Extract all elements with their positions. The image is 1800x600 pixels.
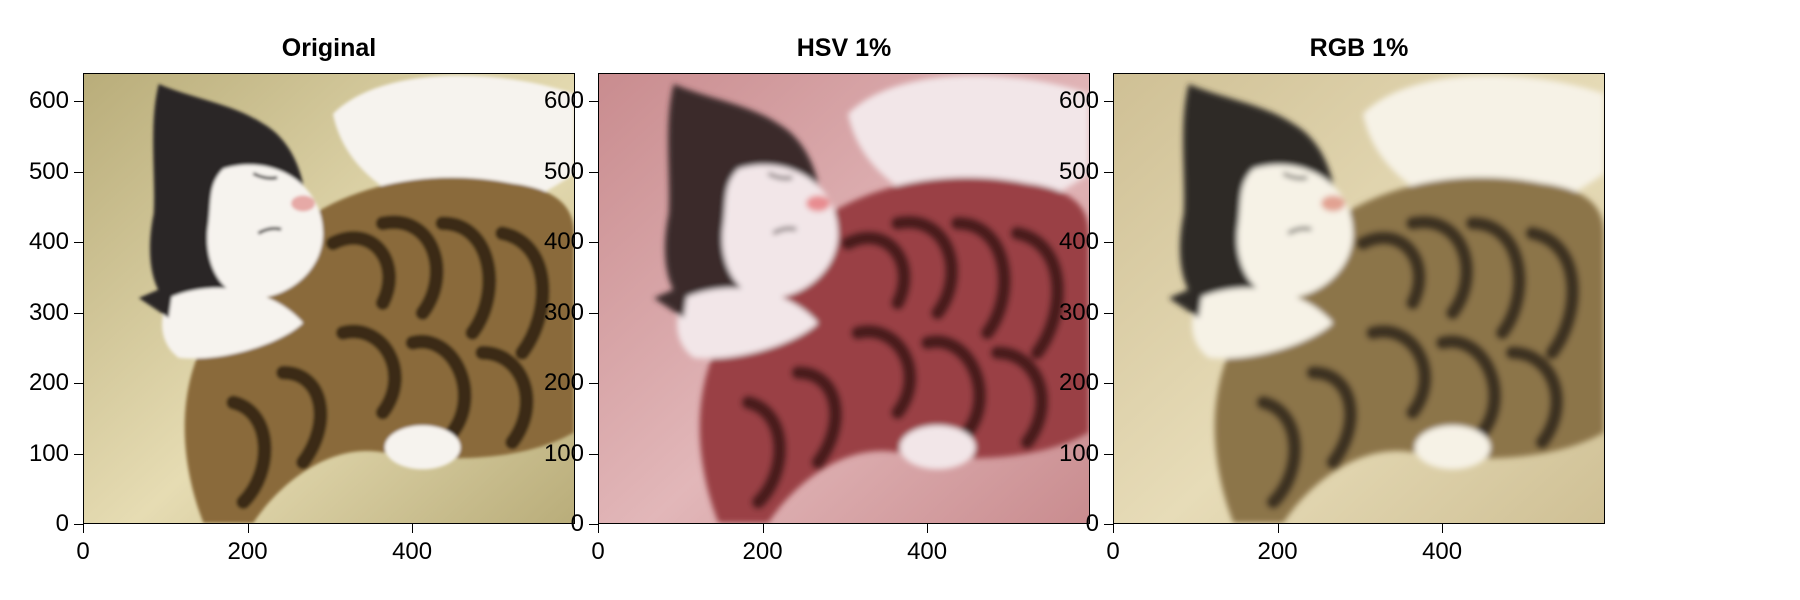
kitten-image	[599, 74, 1089, 523]
kitten-image	[1114, 74, 1604, 523]
image-plot	[1113, 73, 1605, 524]
y-tick-label: 200	[1049, 369, 1099, 397]
x-tick-label: 400	[907, 538, 947, 566]
panel-title: HSV 1%	[797, 34, 891, 63]
x-tick-label: 200	[743, 538, 783, 566]
y-tick	[1104, 242, 1113, 243]
y-tick	[1104, 524, 1113, 525]
panel-title: RGB 1%	[1310, 34, 1409, 63]
y-tick	[1104, 172, 1113, 173]
y-tick	[1104, 101, 1113, 102]
panel-3	[0, 0, 600, 600]
x-tick-label: 200	[1258, 538, 1298, 566]
y-tick	[1104, 383, 1113, 384]
y-tick-label: 0	[1049, 510, 1099, 538]
x-tick	[1278, 524, 1279, 533]
x-tick-label: 0	[1106, 538, 1119, 566]
y-tick-label: 100	[1049, 440, 1099, 468]
x-tick	[1442, 524, 1443, 533]
y-tick-label: 300	[1049, 299, 1099, 327]
y-tick-label: 500	[1049, 158, 1099, 186]
y-tick-label: 600	[1049, 87, 1099, 115]
x-tick	[1113, 524, 1114, 533]
y-tick-label: 400	[1049, 228, 1099, 256]
x-tick	[927, 524, 928, 533]
y-tick	[1104, 313, 1113, 314]
y-tick	[1104, 454, 1113, 455]
image-plot	[598, 73, 1090, 524]
x-tick-label: 400	[1422, 538, 1462, 566]
x-tick	[763, 524, 764, 533]
